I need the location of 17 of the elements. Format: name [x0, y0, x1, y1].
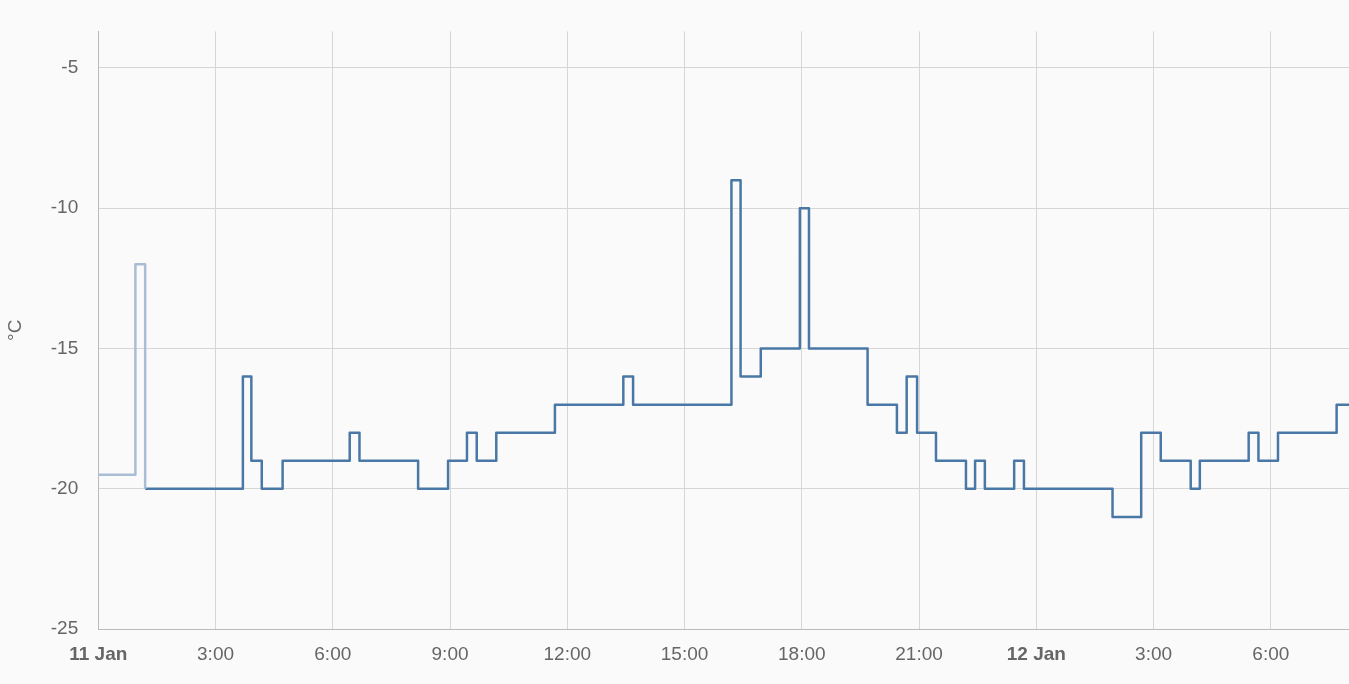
y-axis-title: °C — [3, 319, 25, 341]
y-tick-label: -15 — [50, 336, 79, 358]
x-tick-label: 18:00 — [778, 642, 826, 664]
x-tick-label: 6:00 — [314, 642, 352, 664]
y-tick-label: -10 — [50, 196, 79, 218]
x-tick-label: 21:00 — [895, 642, 943, 664]
x-tick-label: 3:00 — [197, 642, 235, 664]
x-tick-label: 12:00 — [543, 642, 592, 664]
x-tick-label: 6:00 — [1252, 642, 1290, 664]
x-tick-label: 12 Jan — [1006, 642, 1066, 664]
y-tick-label: -20 — [50, 477, 79, 499]
x-tick-label: 9:00 — [431, 642, 469, 664]
y-tick-label: -5 — [61, 56, 79, 78]
x-tick-label: 15:00 — [660, 642, 709, 664]
x-tick-label: 3:00 — [1135, 642, 1173, 664]
x-tick-label: 11 Jan — [69, 642, 128, 664]
y-tick-label: -25 — [50, 617, 79, 639]
